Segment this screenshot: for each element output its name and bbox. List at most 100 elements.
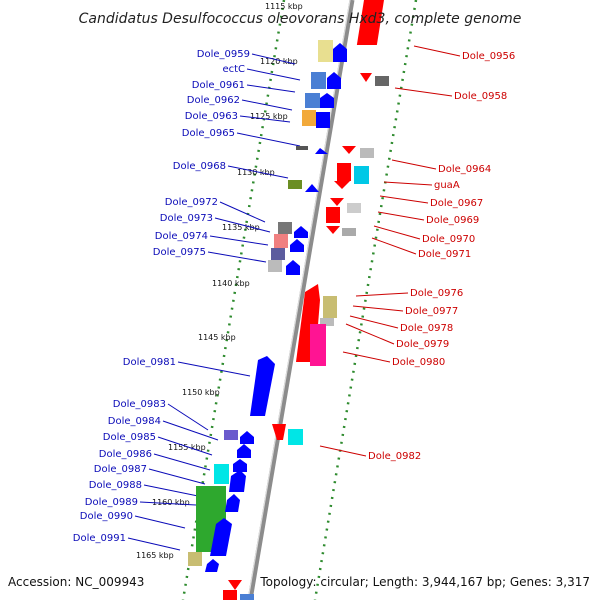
tick-label: 1135 kbp <box>222 223 260 232</box>
gene-arrow-0967 <box>334 181 350 189</box>
right-leader-line <box>319 445 367 457</box>
gene-arrow-0973 <box>294 226 308 238</box>
tick-label: 1120 kbp <box>260 57 298 66</box>
right-leader-line <box>349 315 399 329</box>
gene-label-left[interactable]: Dole_0989 <box>85 497 138 508</box>
gene-label-right[interactable]: Dole_0967 <box>430 198 483 209</box>
gene-label-right[interactable]: Dole_0979 <box>396 339 449 350</box>
gene-block-0986 <box>214 464 229 484</box>
gene-label-right[interactable]: Dole_0958 <box>454 91 507 102</box>
left-leader-line <box>246 84 296 93</box>
gene-label-left[interactable]: Dole_0986 <box>99 449 152 460</box>
gene-arrow-ectc <box>327 72 341 89</box>
tick-label: 1130 kbp <box>237 168 275 177</box>
gene-block-0963b <box>316 112 330 128</box>
tick-label: 1115 kbp <box>265 2 303 11</box>
left-leader-line <box>236 132 301 147</box>
gene-label-right[interactable]: Dole_0982 <box>368 451 421 462</box>
gene-arrow-0965 <box>315 148 328 154</box>
gene-arrow-0968 <box>305 184 319 192</box>
gene-label-right[interactable]: Dole_0964 <box>438 164 491 175</box>
gene-label-left[interactable]: Dole_0965 <box>182 128 235 139</box>
gene-arrow-0974 <box>290 239 304 252</box>
gene-block-top-right <box>356 0 384 45</box>
left-leader-line <box>246 68 301 81</box>
gene-label-right[interactable]: Dole_0970 <box>422 234 475 245</box>
gene-label-left[interactable]: Dole_0983 <box>113 399 166 410</box>
gene-label-left[interactable]: Dole_0959 <box>197 49 250 60</box>
gene-label-left[interactable]: Dole_0975 <box>153 247 206 258</box>
right-leader-line <box>352 305 404 312</box>
right-leader-line <box>394 87 453 97</box>
gene-label-right[interactable]: Dole_0971 <box>418 249 471 260</box>
gene-label-right[interactable]: Dole_0969 <box>426 215 479 226</box>
gene-arrow-0990 <box>210 518 232 556</box>
left-dotted-track <box>181 0 286 600</box>
gene-label-right[interactable]: Dole_0978 <box>400 323 453 334</box>
gene-block-0991 <box>188 552 202 566</box>
gene-label-left[interactable]: Dole_0981 <box>123 357 176 368</box>
gene-arrow-0984 <box>240 431 254 444</box>
gene-label-left[interactable]: Dole_0987 <box>94 464 147 475</box>
gene-block-0983 <box>224 430 238 440</box>
right-leader-line <box>373 225 421 240</box>
gene-block-0973 <box>274 234 288 248</box>
gene-label-right[interactable]: Dole_0977 <box>405 306 458 317</box>
gene-block-0971 <box>342 228 356 236</box>
gene-label-right[interactable]: Dole_0980 <box>392 357 445 368</box>
gene-block-0961 <box>305 93 320 108</box>
gene-block-0970 <box>326 207 340 223</box>
gene-arrow-bottom <box>228 580 242 590</box>
gene-label-left[interactable]: Dole_0963 <box>185 111 238 122</box>
gene-arrow-0961 <box>320 93 334 108</box>
gene-block-0980 <box>310 324 326 366</box>
gene-label-left[interactable]: Dole_0968 <box>173 161 226 172</box>
tick-label: 1165 kbp <box>136 551 174 560</box>
left-label-layer: Dole_0959 ectC Dole_0961 Dole_0962 Dole_0963… <box>73 49 301 551</box>
gene-block-0963 <box>302 110 316 126</box>
left-leader-line <box>207 251 267 263</box>
gene-label-right[interactable]: Dole_0956 <box>462 51 515 62</box>
gene-label-left[interactable]: Dole_0973 <box>160 213 213 224</box>
gene-block-0975 <box>268 260 282 272</box>
left-leader-line <box>153 453 211 471</box>
gene-label-left[interactable]: Dole_0990 <box>80 511 133 522</box>
gene-arrow-0986 <box>233 459 247 472</box>
gene-label-right[interactable]: Dole_0976 <box>410 288 463 299</box>
gene-arrow-0958a <box>360 73 372 82</box>
gene-block-0964 <box>360 148 374 158</box>
gene-block-guaa-red <box>337 163 351 181</box>
gene-label-left[interactable]: Dole_0961 <box>192 80 245 91</box>
gene-block-0965 <box>296 146 308 150</box>
gene-arrow-0975 <box>286 260 300 275</box>
gene-arrow-0971 <box>326 226 340 234</box>
right-leader-line <box>413 45 461 57</box>
left-leader-line <box>214 217 271 233</box>
gene-label-left[interactable]: Dole_0991 <box>73 533 126 544</box>
gene-arrow-0981 <box>250 356 275 416</box>
gene-label-left[interactable]: Dole_0962 <box>187 95 240 106</box>
tick-label: 1145 kbp <box>198 333 236 342</box>
gene-label-left[interactable]: Dole_0988 <box>89 480 142 491</box>
gene-label-right[interactable]: guaA <box>434 180 460 191</box>
tick-label: 1160 kbp <box>152 498 190 507</box>
right-leader-line <box>345 323 395 345</box>
gene-block-guaa <box>354 166 369 184</box>
gene-label-left[interactable]: ectC <box>222 64 245 75</box>
gene-label-left[interactable]: Dole_0972 <box>165 197 218 208</box>
gene-block-0977 <box>323 296 337 318</box>
gene-arrow-0982 <box>272 424 286 440</box>
accession-label: Accession: NC_009943 <box>8 575 144 589</box>
gene-block-0958 <box>375 76 389 86</box>
gene-arrow-0987 <box>229 470 246 492</box>
left-leader-line <box>139 501 197 506</box>
right-leader-line <box>371 237 417 255</box>
left-leader-line <box>209 235 269 246</box>
gene-label-left[interactable]: Dole_0974 <box>155 231 208 242</box>
gene-label-left[interactable]: Dole_0985 <box>103 432 156 443</box>
gene-arrow-0989 <box>225 494 240 512</box>
gene-block-0982 <box>288 429 303 445</box>
gene-label-left[interactable]: Dole_0984 <box>108 416 161 427</box>
